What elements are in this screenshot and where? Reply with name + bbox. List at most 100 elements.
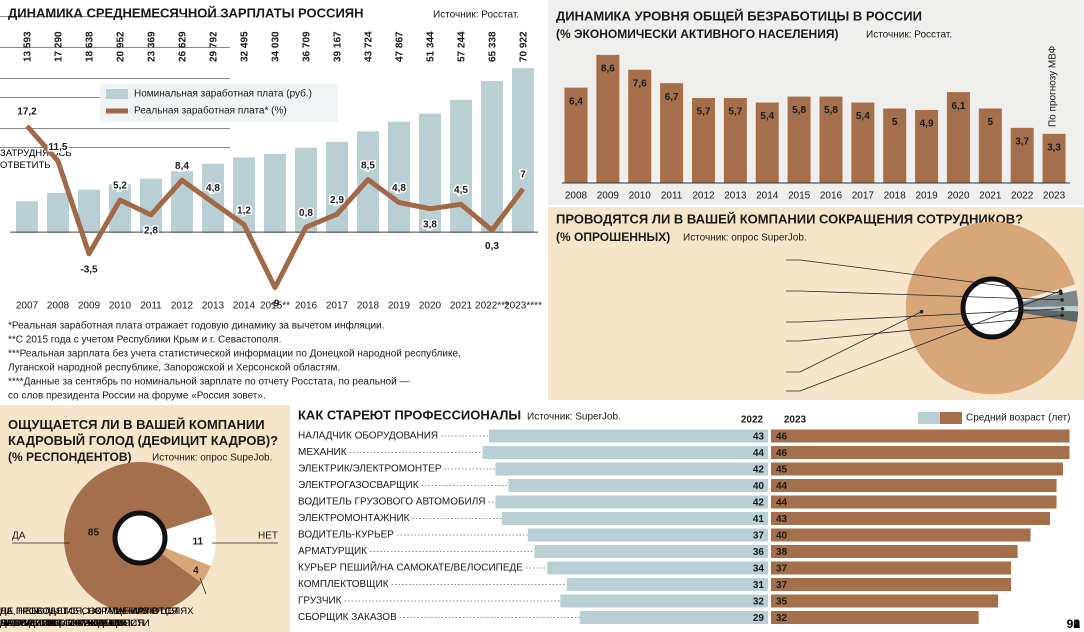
value-label: 42	[753, 465, 765, 476]
value-label: 51 344	[426, 31, 437, 62]
bar	[723, 98, 747, 183]
x-tick-label: 2017	[326, 301, 349, 312]
value-label: 31	[753, 580, 765, 591]
bar	[534, 545, 768, 558]
data-label: 2,9	[330, 195, 344, 206]
x-tick-label: 2013	[724, 191, 747, 202]
x-tick-label: 2010	[109, 301, 132, 312]
y-tick-label: КУРЬЕР ПЕШИЙ/НА САМОКАТЕ/ВЕЛОСИПЕДЕ	[298, 561, 523, 574]
x-tick-label: 2021	[450, 301, 473, 312]
x-tick-label: 2018	[357, 301, 380, 312]
category-label: ЗАТРУДНЯЮСЬ ОТВЕТИТЬ	[0, 148, 72, 171]
bar	[482, 446, 768, 459]
value-label: 5,4	[856, 111, 870, 122]
data-label: 4,5	[454, 185, 468, 196]
chart-title: КАК СТАРЕЮТ ПРОФЕССИОНАЛЫ	[298, 407, 521, 422]
footnote: *Реальная заработная плата отражает годо…	[8, 320, 384, 332]
bar	[771, 462, 1064, 476]
value-label: 37	[753, 531, 765, 542]
leader-dot	[1058, 289, 1063, 293]
legend-row: ЗАТРУДНЯЮСЬ ОТВЕТИТЬ 1	[0, 129, 1080, 631]
y-tick-label: НАЛАДЧИК ОБОРУДОВАНИЯ	[298, 431, 438, 442]
value-label: 40	[753, 481, 765, 492]
value-label: 23 369	[147, 31, 158, 62]
bar	[419, 113, 441, 233]
x-tick-label: 2010	[629, 191, 652, 202]
value-label: 36 709	[302, 31, 313, 62]
chart-title: ДИНАМИКА УРОВНЯ ОБЩЕЙ БЕЗРАБОТИЦЫ В РОСС…	[556, 8, 922, 23]
y-tick-label: ВОДИТЕЛЬ-КУРЬЕР	[298, 530, 394, 541]
bar	[771, 512, 1051, 525]
bar	[755, 102, 779, 183]
value-label: 3	[1073, 617, 1080, 631]
value-label: 5	[988, 117, 994, 128]
value-label: 13 593	[23, 31, 34, 62]
data-label: 1,2	[237, 205, 251, 216]
legend-label: НЕ ПРОВОДЯТСЯ, НО ПЛАНИРУЮТСЯ НЕБОЛЬШИЕ …	[0, 606, 179, 629]
y-tick-label: МЕХАНИК	[298, 447, 347, 458]
legend-swatch	[918, 412, 940, 424]
bar	[771, 545, 1018, 558]
bar	[202, 163, 224, 233]
value-label: 5,8	[824, 105, 838, 116]
bar	[771, 495, 1057, 509]
footnote: **С 2015 года с учетом Республики Крым и…	[8, 334, 281, 346]
bar	[819, 96, 843, 183]
value-label: 47 867	[395, 31, 406, 62]
x-tick-label: 2023****	[504, 301, 542, 312]
leader-dot	[1060, 298, 1064, 302]
value-label: 93	[1066, 617, 1080, 631]
value-label: 37	[776, 564, 788, 575]
value-label: 32	[776, 613, 788, 624]
leader-line	[786, 308, 1063, 323]
bar	[495, 462, 768, 476]
bar	[851, 102, 875, 183]
leader-dot	[919, 309, 924, 314]
x-tick-label: 2007	[16, 301, 39, 312]
data-label: 0,3	[485, 241, 499, 252]
value-label: 34 030	[271, 31, 282, 62]
bar	[450, 99, 472, 233]
bar	[512, 68, 534, 233]
bar	[660, 83, 684, 183]
value-label: 34	[753, 564, 765, 575]
source: Источник: опрос SuperJob.	[683, 233, 807, 244]
bar	[264, 153, 286, 233]
value-label: 39 167	[333, 31, 344, 62]
value-label: 8,6	[601, 64, 615, 75]
x-tick-label: 2022***	[475, 301, 509, 312]
legend-swatch	[106, 89, 128, 99]
data-label: 85	[88, 527, 100, 538]
value-label: 40	[776, 531, 788, 542]
value-label: 5,7	[697, 107, 711, 118]
y-tick-label: ГРУЗЧИК	[298, 596, 342, 607]
data-label: 2,8	[144, 225, 158, 236]
bar	[109, 184, 131, 233]
y-tick-label: ВОДИТЕЛЬ ГРУЗОВОГО АВТОМОБИЛЯ	[298, 497, 486, 508]
value-label: 18 638	[85, 31, 96, 62]
leader-line	[786, 290, 1063, 301]
bar	[596, 54, 620, 183]
source: Источник: опрос SupeJob.	[152, 453, 272, 464]
x-tick-label: 2019	[388, 301, 411, 312]
data-label: 5,2	[113, 181, 127, 192]
bar	[1010, 127, 1034, 183]
bar	[508, 479, 768, 492]
leader-line	[199, 577, 207, 595]
bar	[495, 495, 768, 509]
value-label: 5,7	[728, 107, 742, 118]
value-label: 7,6	[633, 78, 647, 89]
series-header: 2022	[741, 415, 764, 426]
bar	[771, 429, 1070, 443]
x-tick-label: 2023	[1043, 191, 1066, 202]
leader-dot	[1060, 313, 1064, 318]
bar	[787, 96, 811, 183]
bar	[501, 512, 768, 525]
value-label: 20 952	[116, 31, 127, 62]
value-label: 43	[776, 514, 788, 525]
value-label: 41	[753, 514, 765, 525]
value-label: 5,8	[792, 105, 806, 116]
legend-row: НЕ ПРОВОДЯТСЯ, НО ПЛАНИРУЮТСЯ НЕБОЛЬШИЕ …	[0, 98, 1080, 631]
chart-subtitle: (% ОПРОШЕННЫХ)	[556, 230, 670, 244]
